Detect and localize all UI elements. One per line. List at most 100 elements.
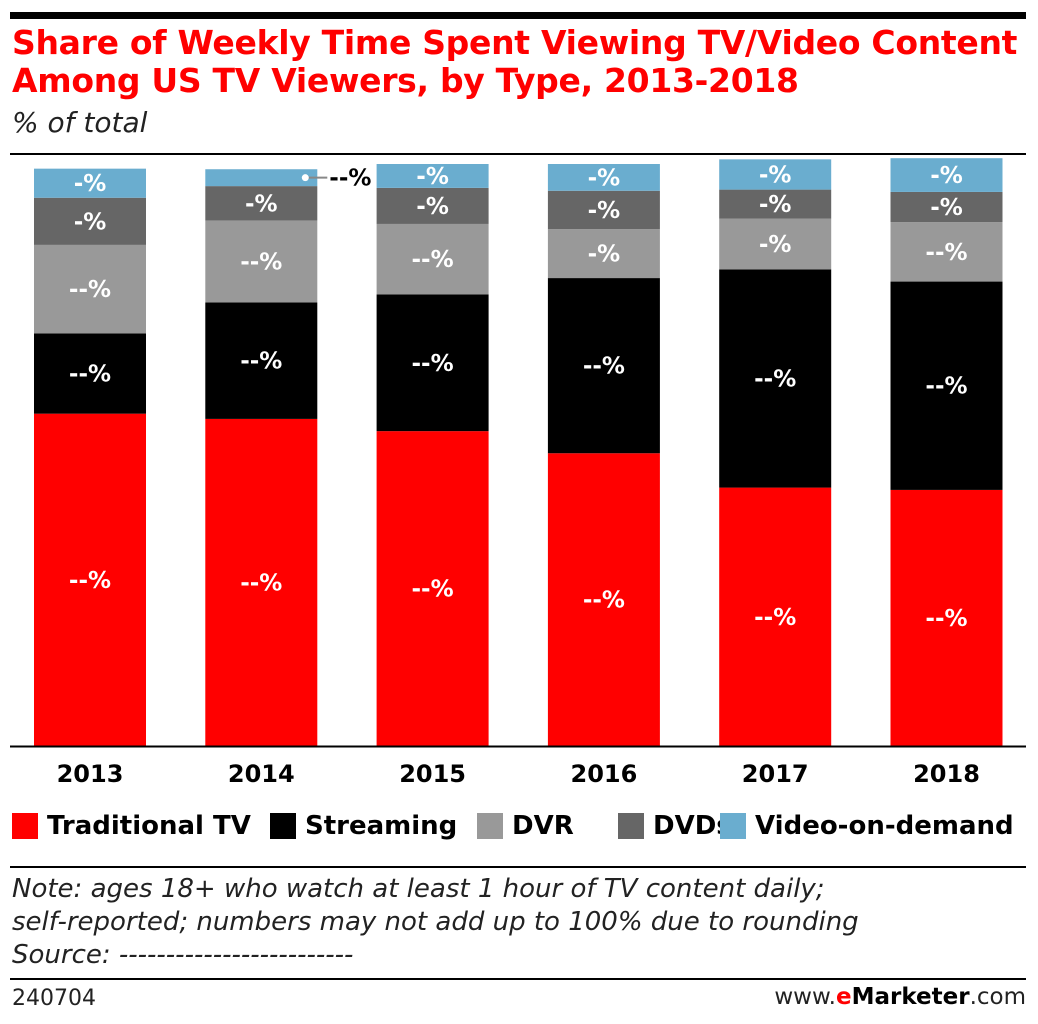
bar-segment-dvds-2018 (890, 191, 1003, 223)
bar-value-label-2017-2: -% (759, 232, 792, 258)
bar-segment-video-on-demand-2014 (205, 169, 318, 187)
bar-value-label-2014-0: --% (240, 570, 282, 596)
bar-value-label-2017-4: -% (759, 162, 792, 188)
chart-top-rule (10, 153, 1026, 155)
bar-segment-streaming-2015 (376, 294, 489, 432)
bar-value-label-2018-3: -% (930, 195, 963, 221)
top-rule (10, 12, 1026, 19)
legend-item-video-on-demand: Video-on-demand (720, 806, 1014, 846)
note-line-1: Note: ages 18+ who watch at least 1 hour… (12, 874, 825, 904)
note-line-2: self-reported; numbers may not add up to… (12, 907, 859, 937)
bar-value-label-2018-0: --% (925, 606, 967, 632)
bar-segment-video-on-demand-2016 (547, 164, 660, 191)
bar-segment-streaming-2014 (205, 302, 318, 419)
bar-value-label-2016-1: --% (583, 354, 625, 380)
legend-swatch (477, 813, 503, 839)
bar-segment-streaming-2016 (547, 278, 660, 454)
bar-segment-dvds-2015 (376, 187, 489, 224)
legend-label: Traditional TV (47, 811, 251, 841)
x-tick-label-2014: 2014 (228, 760, 295, 788)
bar-value-label-2013-2: --% (69, 277, 111, 303)
bar-value-label-2017-1: --% (754, 366, 796, 392)
note-top-rule (10, 866, 1026, 868)
x-tick-label-2015: 2015 (399, 760, 466, 788)
bar-value-label-2016-4: -% (588, 165, 621, 191)
bar-value-label-2017-3: -% (759, 192, 792, 218)
legend-label: DVR (512, 811, 574, 841)
bar-segment-traditional-tv-2018 (890, 489, 1003, 746)
chart-note: Note: ages 18+ who watch at least 1 hour… (12, 873, 1022, 972)
bar-value-label-2015-2: --% (412, 247, 454, 273)
bar-value-label-2016-0: --% (583, 588, 625, 614)
bar-segment-video-on-demand-2015 (376, 164, 489, 188)
bar-segment-video-on-demand-2013 (34, 168, 146, 198)
bar-segment-dvr-2016 (547, 229, 660, 279)
bar-value-label-2015-3: -% (416, 194, 449, 220)
site-credit: www.eMarketer.com (774, 984, 1026, 1010)
bar-value-label-2015-4: -% (416, 164, 449, 190)
callout-dot-2014 (301, 174, 309, 182)
chart-id: 240704 (12, 986, 96, 1011)
legend-item-traditional-tv: Traditional TV (12, 806, 251, 846)
site-suffix: .com (969, 984, 1026, 1010)
legend-label: Video-on-demand (755, 811, 1014, 841)
bar-segment-streaming-2018 (890, 281, 1003, 490)
note-line-3: Source: ------------------------- (12, 940, 354, 970)
legend-item-dvr: DVR (477, 806, 574, 846)
bar-segment-dvr-2013 (34, 244, 146, 334)
bar-segment-video-on-demand-2018 (890, 158, 1003, 192)
bar-value-label-2014-4: --% (329, 166, 371, 192)
legend-label: DVDs (653, 811, 732, 841)
bar-segment-traditional-tv-2016 (547, 453, 660, 746)
bar-value-label-2017-0: --% (754, 605, 796, 631)
bar-segment-video-on-demand-2017 (719, 159, 832, 190)
bar-segment-dvr-2017 (719, 218, 832, 270)
x-tick-label-2013: 2013 (57, 760, 124, 788)
chart-subtitle: % of total (12, 106, 148, 139)
legend-swatch (12, 813, 38, 839)
bar-value-label-2016-2: -% (588, 242, 621, 268)
bar-value-label-2014-1: --% (240, 349, 282, 375)
bar-segment-traditional-tv-2014 (205, 418, 318, 746)
brand-name: Marketer (851, 984, 970, 1010)
bar-value-label-2013-1: --% (69, 362, 111, 388)
bar-value-label-2015-1: --% (412, 351, 454, 377)
x-tick-label-2017: 2017 (742, 760, 809, 788)
site-prefix: www. (774, 984, 836, 1010)
x-tick-label-2018: 2018 (913, 760, 980, 788)
bar-segment-dvds-2017 (719, 189, 832, 219)
bar-segment-dvr-2018 (890, 222, 1003, 282)
bar-value-label-2015-0: --% (412, 577, 454, 603)
legend-swatch (618, 813, 644, 839)
bar-value-label-2013-3: -% (74, 209, 107, 235)
bar-value-label-2014-2: --% (240, 249, 282, 275)
bar-segment-dvds-2016 (547, 190, 660, 230)
stacked-bar-chart: --% --% --% -% -% 2013 --% --% --% -% --% 2014 --% --… (10, 158, 1026, 788)
bar-segment-streaming-2013 (34, 333, 146, 414)
legend-swatch (270, 813, 296, 839)
footer-rule (10, 978, 1026, 980)
bar-value-label-2016-3: -% (588, 198, 621, 224)
bar-segment-traditional-tv-2017 (719, 487, 832, 746)
chart-legend: Traditional TV Streaming DVR DVDs Video-on-d… (12, 806, 1028, 846)
bar-value-label-2018-4: -% (930, 163, 963, 189)
bar-segment-streaming-2017 (719, 269, 832, 488)
legend-item-dvds: DVDs (618, 806, 732, 846)
bar-segment-dvds-2013 (34, 197, 146, 245)
legend-swatch (720, 813, 746, 839)
bar-segment-dvr-2014 (205, 220, 318, 303)
bar-segment-dvr-2015 (376, 223, 489, 295)
bar-segment-dvds-2014 (205, 186, 318, 221)
bar-segment-traditional-tv-2013 (34, 413, 146, 746)
legend-item-streaming: Streaming (270, 806, 457, 846)
bar-value-label-2018-1: --% (925, 374, 967, 400)
bar-value-label-2014-3: -% (245, 191, 278, 217)
brand-e: e (835, 984, 852, 1010)
bar-segment-traditional-tv-2015 (376, 431, 489, 746)
bar-value-label-2018-2: --% (925, 240, 967, 266)
bar-value-label-2013-4: -% (74, 171, 107, 197)
chart-title: Share of Weekly Time Spent Viewing TV/Vi… (12, 23, 1018, 100)
bar-value-label-2013-0: --% (69, 568, 111, 594)
legend-label: Streaming (305, 811, 458, 841)
x-tick-label-2016: 2016 (571, 760, 638, 788)
